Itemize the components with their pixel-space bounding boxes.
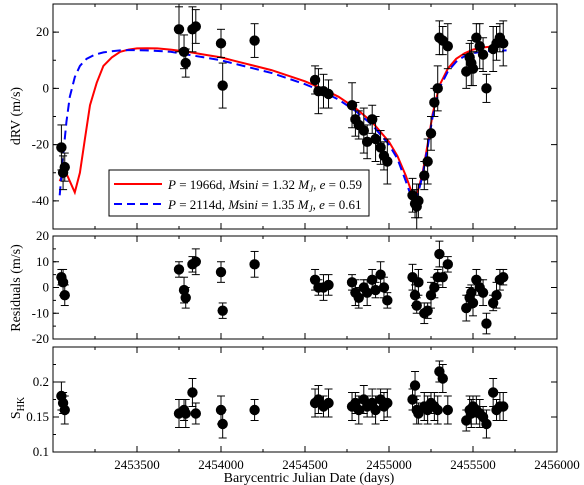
- y-tick-label-1: 20: [36, 24, 49, 39]
- data-point: [442, 40, 453, 52]
- data-point: [498, 401, 509, 412]
- data-point: [413, 277, 424, 288]
- x-tick-label: 2454500: [282, 457, 328, 472]
- x-tick-label: 2454000: [198, 457, 244, 472]
- data-point: [215, 38, 227, 49]
- y-tick-label-2: -20: [32, 331, 49, 346]
- data-point: [477, 287, 489, 298]
- data-point: [413, 408, 424, 419]
- data-point: [434, 248, 445, 260]
- legend-box: [108, 169, 370, 217]
- x-tick-label: 2453500: [114, 457, 160, 472]
- data-point: [190, 408, 201, 419]
- data-point: [382, 156, 393, 167]
- data-point: [217, 305, 228, 316]
- data-point: [481, 83, 492, 94]
- x-tick-label: 2456000: [534, 457, 580, 472]
- data-point: [477, 49, 489, 60]
- data-point: [187, 387, 198, 398]
- data-point: [180, 57, 191, 69]
- data-point: [249, 259, 260, 270]
- y-tick-label-3: 0.2: [33, 374, 49, 389]
- legend-entry-2: P = 2114d, Msini = 1.35 MJ, e = 0.61: [167, 197, 362, 214]
- data-point: [323, 88, 334, 100]
- data-point: [491, 290, 502, 301]
- data-point: [498, 272, 509, 283]
- data-point: [173, 24, 185, 35]
- data-point: [180, 292, 191, 303]
- data-point: [217, 418, 228, 430]
- y-tick-label-3: 0.15: [26, 409, 49, 424]
- y-axis-title-residuals: Residuals (m/s): [9, 244, 24, 332]
- data-point: [411, 300, 422, 311]
- data-point: [487, 387, 499, 398]
- data-point: [361, 136, 373, 148]
- y-axis-title-shk: SHK: [9, 396, 27, 419]
- y-axis-title-rv: dRV (m/s): [9, 87, 24, 145]
- data-point: [249, 404, 260, 416]
- data-point: [173, 264, 185, 275]
- model-curve-2: [58, 49, 507, 203]
- data-point: [481, 418, 492, 430]
- y-tick-label-3: 0.1: [33, 444, 49, 459]
- data-point: [217, 80, 228, 91]
- data-point: [382, 295, 393, 306]
- data-point: [249, 35, 260, 46]
- data-point: [353, 404, 364, 416]
- data-point: [178, 46, 190, 58]
- panels: -40 -20 0 20 -20 -10 0 10 20 0.1 0.15 0.2 2453500 245…: [26, 3, 580, 472]
- data-point: [56, 142, 67, 153]
- data-point: [467, 63, 479, 74]
- data-point: [382, 397, 393, 409]
- data-point: [323, 397, 334, 409]
- data-point: [358, 125, 369, 136]
- y-tick-label-2: 10: [36, 254, 49, 269]
- data-point: [481, 318, 492, 329]
- data-point: [190, 21, 201, 32]
- data-point: [437, 373, 448, 384]
- data-point: [498, 38, 509, 49]
- legend: P = 1966d, Msini = 1.32 MJ, e = 0.59 P =…: [108, 169, 370, 217]
- data-point: [370, 404, 381, 416]
- y-tick-label-2: -10: [32, 305, 49, 320]
- data-point: [59, 290, 70, 301]
- data-point: [442, 259, 453, 270]
- y-tick-label-1: -20: [32, 137, 49, 152]
- y-tick-label-1: -40: [32, 193, 49, 208]
- data-point: [437, 272, 448, 283]
- x-tick-label: 2455000: [366, 457, 412, 472]
- data-point: [432, 404, 443, 416]
- data-point: [474, 40, 485, 52]
- data-point: [215, 266, 227, 278]
- data-point: [370, 133, 381, 145]
- data-point: [59, 161, 70, 173]
- data-point: [190, 256, 201, 267]
- data-point: [378, 282, 390, 293]
- data-point: [57, 277, 69, 288]
- data-point: [422, 156, 433, 167]
- data-point: [323, 279, 334, 291]
- data-point: [419, 170, 430, 181]
- data-point: [432, 83, 443, 94]
- data-point: [409, 380, 421, 391]
- model-curve-1: [58, 45, 507, 201]
- x-axis-title: Barycentric Julian Date (days): [224, 471, 395, 485]
- y-tick-label-2: 20: [36, 228, 49, 243]
- data-point: [429, 97, 440, 108]
- data-point: [467, 297, 479, 309]
- legend-entry-1: P = 1966d, Msini = 1.32 MJ, e = 0.59: [167, 177, 362, 194]
- data-point: [442, 404, 453, 416]
- data-point: [471, 32, 482, 43]
- y-tick-label-1: 0: [43, 80, 50, 95]
- data-point: [413, 195, 424, 207]
- data-point: [425, 128, 437, 139]
- data-point: [180, 408, 191, 419]
- data-point: [59, 404, 70, 416]
- y-tick-label-2: 0: [43, 280, 50, 295]
- data-point: [375, 142, 386, 153]
- x-tick-label: 2455500: [450, 457, 496, 472]
- data-point: [309, 74, 321, 86]
